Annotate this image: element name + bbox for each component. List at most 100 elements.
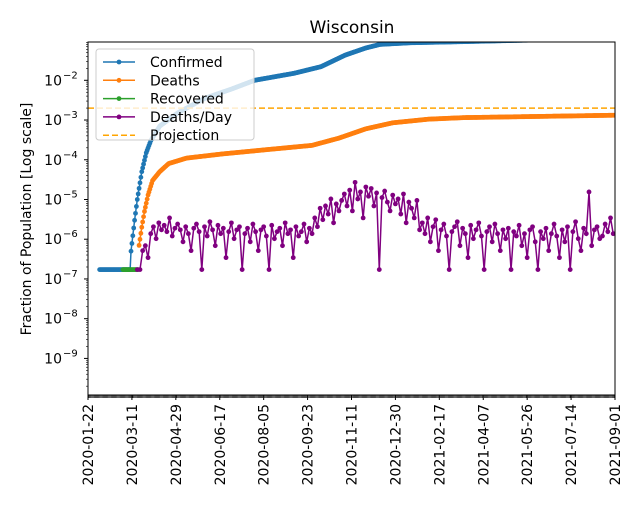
data-point-deaths-day <box>282 220 288 226</box>
data-point-deaths-day <box>449 229 455 235</box>
data-point-deaths-day <box>457 243 463 249</box>
data-point-deaths <box>142 209 147 214</box>
y-tick-label: 10 <box>44 153 62 169</box>
data-point-deaths-day <box>156 220 162 226</box>
data-point-deaths-day <box>417 227 423 233</box>
data-point-confirmed <box>613 36 618 41</box>
legend-marker-confirmed <box>116 59 122 65</box>
legend-label-deaths-day: Deaths/Day <box>150 110 232 126</box>
data-point-confirmed <box>557 37 562 42</box>
data-point-deaths <box>144 196 150 202</box>
data-point-confirmed <box>565 37 570 42</box>
data-point-deaths-day <box>137 267 143 272</box>
data-point-deaths-day <box>360 215 366 221</box>
data-point-deaths-day <box>543 225 549 231</box>
data-point-deaths-day <box>223 255 229 261</box>
data-point-deaths-day <box>344 203 350 209</box>
data-point-confirmed <box>561 37 566 42</box>
data-point-confirmed <box>560 37 565 42</box>
data-point-deaths-day <box>164 229 170 235</box>
data-point-confirmed <box>551 37 556 42</box>
x-tick-label: 2020-03-11 <box>125 404 141 485</box>
data-point-confirmed <box>579 37 584 42</box>
data-point-deaths-day <box>153 236 159 242</box>
data-point-deaths-day <box>234 227 240 233</box>
data-point-deaths-day <box>280 243 285 249</box>
x-tick-label: 2021-04-07 <box>476 404 492 485</box>
data-point-confirmed <box>587 36 592 41</box>
data-point-confirmed <box>579 37 584 42</box>
y-tick-label: 10 <box>44 73 62 89</box>
data-point-confirmed <box>597 36 602 41</box>
y-tick-exponent: −4 <box>63 150 78 161</box>
data-point-deaths-day <box>266 267 272 272</box>
data-point-deaths-day <box>202 224 207 230</box>
data-point-deaths-day <box>167 215 172 221</box>
data-point-confirmed <box>129 241 135 246</box>
data-point-confirmed <box>586 36 591 41</box>
y-tick-exponent: −8 <box>63 309 78 320</box>
data-point-deaths-day <box>231 236 237 242</box>
data-point-deaths-day <box>487 224 492 230</box>
series-deaths <box>136 112 615 248</box>
data-point-deaths <box>612 112 615 118</box>
data-point-confirmed <box>555 37 560 42</box>
x-tick-label: 2020-08-05 <box>257 404 273 485</box>
data-point-deaths-day <box>444 233 449 239</box>
data-point-deaths-day <box>583 231 589 237</box>
data-point-confirmed <box>553 37 558 42</box>
data-point-deaths-day <box>341 191 347 197</box>
data-point-deaths-day <box>427 239 433 245</box>
series-deaths-day <box>134 179 615 272</box>
y-tick-exponent: −5 <box>63 189 78 200</box>
data-point-deaths-day <box>465 255 471 261</box>
data-point-confirmed <box>133 204 139 209</box>
data-point-deaths-day <box>589 243 595 249</box>
data-point-deaths-day <box>172 225 178 231</box>
data-point-deaths-day <box>565 224 570 230</box>
y-tick-exponent: −7 <box>63 269 78 280</box>
data-point-deaths-day <box>331 220 336 226</box>
data-point-deaths-day <box>570 229 576 235</box>
data-point-deaths-day <box>538 229 544 235</box>
data-point-confirmed <box>552 37 557 42</box>
y-tick-label: 10 <box>44 272 62 288</box>
data-point-deaths-day <box>180 239 186 245</box>
x-tick-label: 2021-09-01 <box>608 404 624 485</box>
data-point-deaths-day <box>151 224 156 230</box>
legend-marker-deaths-day <box>116 114 122 120</box>
data-point-confirmed <box>584 36 589 41</box>
y-tick-exponent: −3 <box>63 110 78 121</box>
data-point-confirmed <box>593 36 598 41</box>
data-point-confirmed <box>553 37 558 42</box>
data-point-deaths-day <box>368 186 374 191</box>
data-point-deaths-day <box>363 184 369 190</box>
data-point-confirmed <box>594 36 599 41</box>
data-point-confirmed <box>588 36 593 41</box>
legend-box <box>95 48 255 141</box>
data-point-deaths-day <box>460 225 466 231</box>
x-tick-label: 2021-07-14 <box>564 404 580 485</box>
data-point-deaths-day <box>503 236 509 242</box>
data-point-deaths-day <box>540 236 546 242</box>
data-point-confirmed <box>134 197 140 202</box>
data-point-confirmed <box>549 42 551 43</box>
data-point-confirmed <box>559 37 564 42</box>
series-line-deaths-day <box>137 182 614 271</box>
data-point-deaths-day <box>398 211 404 217</box>
data-point-deaths-day <box>602 221 608 227</box>
data-point-deaths-day <box>148 231 154 237</box>
data-point-confirmed <box>595 36 600 41</box>
data-point-deaths-day <box>298 229 304 235</box>
data-point-deaths-day <box>462 231 468 237</box>
x-tick-label: 2020-06-17 <box>213 404 229 485</box>
data-point-deaths-day <box>358 189 363 195</box>
data-point-deaths-day <box>191 225 197 231</box>
x-tick-label: 2021-02-17 <box>432 404 448 485</box>
data-point-confirmed <box>603 36 608 41</box>
y-tick-exponent: −6 <box>63 229 78 240</box>
data-point-confirmed <box>131 225 137 231</box>
y-tick-exponent: −9 <box>63 348 78 359</box>
data-point-deaths-day <box>185 231 191 237</box>
y-tick-label: 10 <box>44 113 62 129</box>
